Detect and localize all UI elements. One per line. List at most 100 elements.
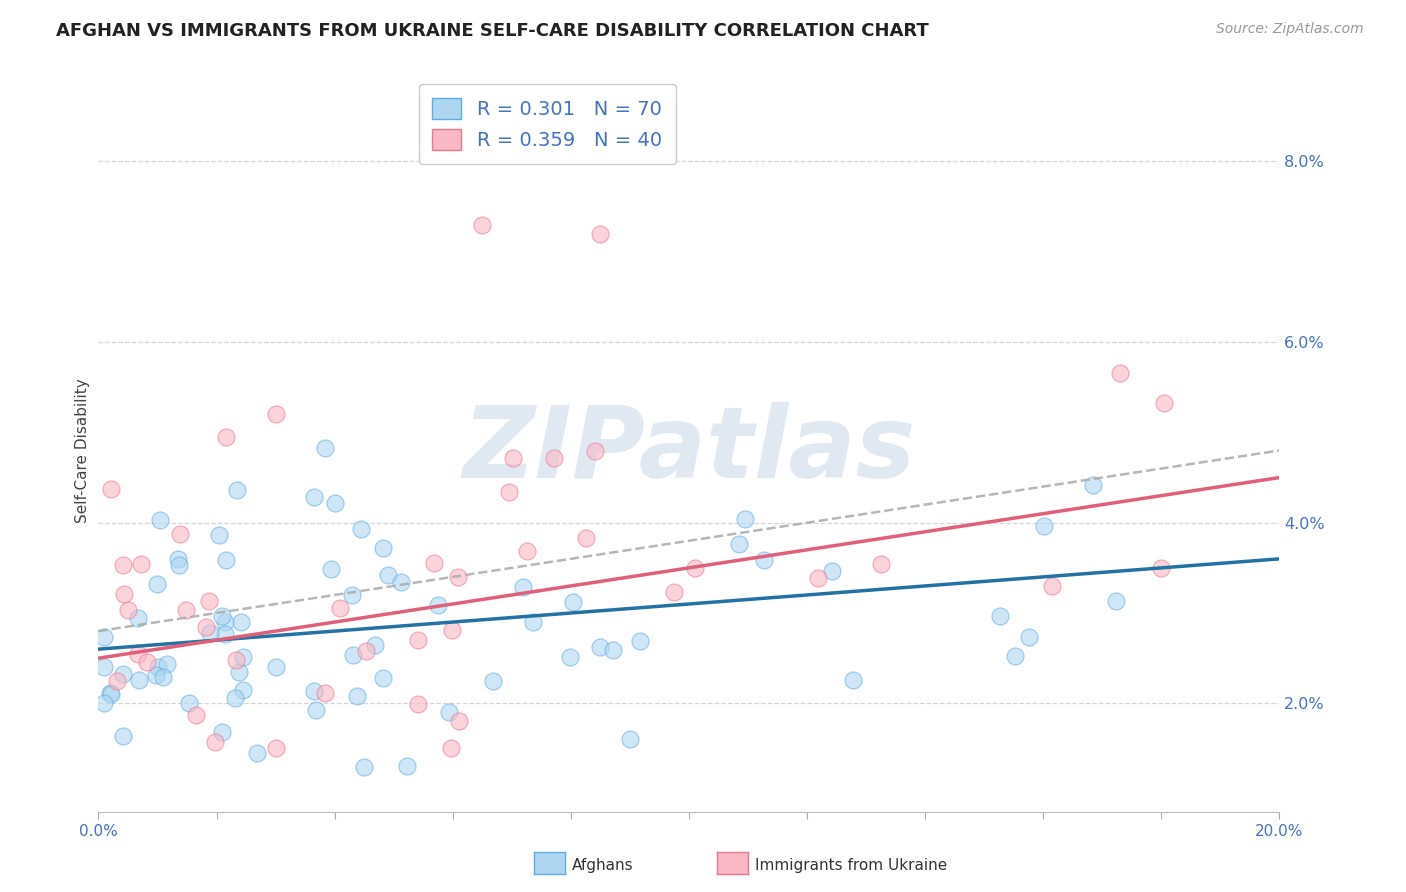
Point (105, 674, 128, 689)
Point (214, 553, 236, 567)
Point (662, 585, 685, 599)
Point (522, 615, 544, 630)
Point (111, 729, 134, 743)
Point (198, 625, 221, 640)
Point (329, 601, 352, 615)
Point (156, 657, 179, 671)
Point (129, 558, 152, 572)
Point (869, 557, 891, 571)
Point (560, 650, 582, 665)
Point (136, 655, 159, 669)
Point (112, 667, 135, 681)
Point (93, 630, 115, 644)
Point (377, 568, 399, 582)
Point (440, 623, 463, 637)
Point (396, 759, 419, 773)
Point (1032, 519, 1054, 533)
Point (482, 673, 505, 688)
Point (302, 490, 325, 504)
Point (225, 653, 247, 667)
Point (408, 632, 430, 647)
Point (245, 746, 267, 760)
Point (266, 741, 288, 756)
Text: Source: ZipAtlas.com: Source: ZipAtlas.com (1216, 22, 1364, 37)
Point (195, 620, 218, 634)
Point (314, 686, 336, 700)
Point (1153, 396, 1175, 410)
Point (177, 696, 200, 710)
Point (152, 670, 174, 684)
Point (146, 577, 169, 591)
Point (167, 552, 190, 566)
Point (589, 227, 612, 241)
Point (1081, 478, 1104, 492)
Point (449, 714, 471, 729)
Point (127, 647, 149, 661)
Point (512, 580, 534, 594)
Point (1040, 579, 1063, 593)
Point (302, 683, 325, 698)
Point (208, 528, 231, 542)
Point (807, 571, 830, 585)
Point (619, 732, 641, 747)
Point (364, 638, 387, 652)
Point (471, 218, 494, 232)
Point (314, 441, 336, 455)
Point (232, 682, 254, 697)
Point (214, 626, 236, 640)
Point (127, 611, 149, 625)
Point (145, 667, 167, 681)
Point (353, 759, 375, 773)
Point (117, 603, 139, 617)
Text: Immigrants from Ukraine: Immigrants from Ukraine (755, 858, 948, 872)
Point (169, 558, 191, 572)
Point (543, 450, 565, 465)
Point (325, 496, 347, 510)
Point (1004, 648, 1026, 663)
Point (342, 648, 364, 663)
Point (231, 615, 253, 629)
Point (100, 687, 122, 701)
Point (204, 735, 226, 749)
Point (575, 531, 598, 545)
Point (373, 671, 395, 685)
Point (149, 513, 172, 527)
Point (319, 562, 342, 576)
Point (184, 708, 207, 723)
Y-axis label: Self-Care Disability: Self-Care Disability (75, 378, 90, 523)
Point (214, 430, 236, 444)
Legend: R = 0.301   N = 70, R = 0.359   N = 40: R = 0.301 N = 70, R = 0.359 N = 40 (419, 85, 676, 164)
Point (589, 640, 612, 654)
Point (562, 595, 585, 609)
Point (1150, 561, 1173, 575)
Point (1109, 367, 1132, 381)
Point (373, 541, 395, 555)
Point (346, 690, 368, 704)
Point (685, 561, 707, 575)
Point (350, 522, 373, 536)
Point (406, 697, 429, 711)
Point (1018, 630, 1040, 644)
Point (264, 660, 287, 674)
Point (174, 602, 197, 616)
Point (516, 544, 538, 558)
Point (224, 690, 246, 705)
Point (214, 615, 236, 629)
Point (498, 484, 520, 499)
Point (228, 665, 250, 680)
Point (1105, 594, 1128, 608)
Point (988, 609, 1011, 624)
Point (146, 660, 169, 674)
Point (232, 650, 254, 665)
Point (211, 724, 233, 739)
Point (354, 644, 377, 658)
Point (502, 451, 524, 466)
Point (93, 696, 115, 710)
Point (426, 598, 449, 612)
Text: AFGHAN VS IMMIGRANTS FROM UKRAINE SELF-CARE DISABILITY CORRELATION CHART: AFGHAN VS IMMIGRANTS FROM UKRAINE SELF-C… (56, 22, 929, 40)
Point (447, 570, 470, 584)
Point (842, 673, 865, 687)
Point (602, 643, 624, 657)
Point (93, 659, 115, 673)
Point (628, 633, 651, 648)
